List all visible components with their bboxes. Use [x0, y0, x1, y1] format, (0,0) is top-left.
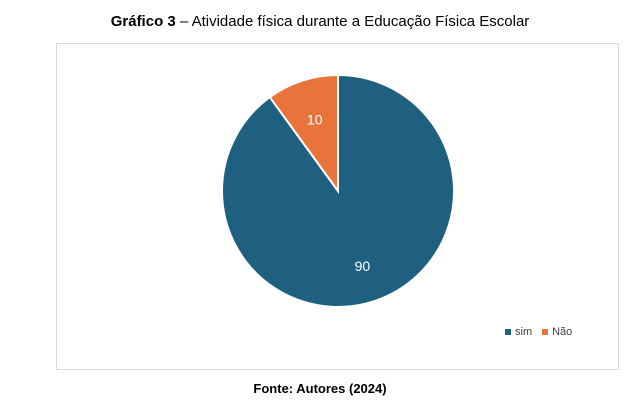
- legend-swatch-nao: [542, 329, 549, 335]
- legend-label-sim: sim: [515, 326, 533, 338]
- data-label-sim: 90: [355, 258, 371, 274]
- data-label-nao: 10: [307, 111, 323, 127]
- chart-title: Gráfico 3 – Atividade física durante a E…: [0, 13, 640, 30]
- legend-swatch-sim: [505, 329, 511, 335]
- legend-item-sim: sim: [505, 326, 532, 338]
- pie-slice-nao: [268, 73, 339, 195]
- legend-label-nao: Não: [552, 326, 573, 338]
- legend: sim Não: [505, 326, 578, 338]
- chart-title-text: – Atividade física durante a Educação Fí…: [175, 13, 530, 30]
- source-note: Fonte: Autores (2024): [253, 381, 387, 396]
- chart-title-prefix: Gráfico 3: [110, 13, 176, 30]
- legend-item-nao: Não: [542, 326, 572, 338]
